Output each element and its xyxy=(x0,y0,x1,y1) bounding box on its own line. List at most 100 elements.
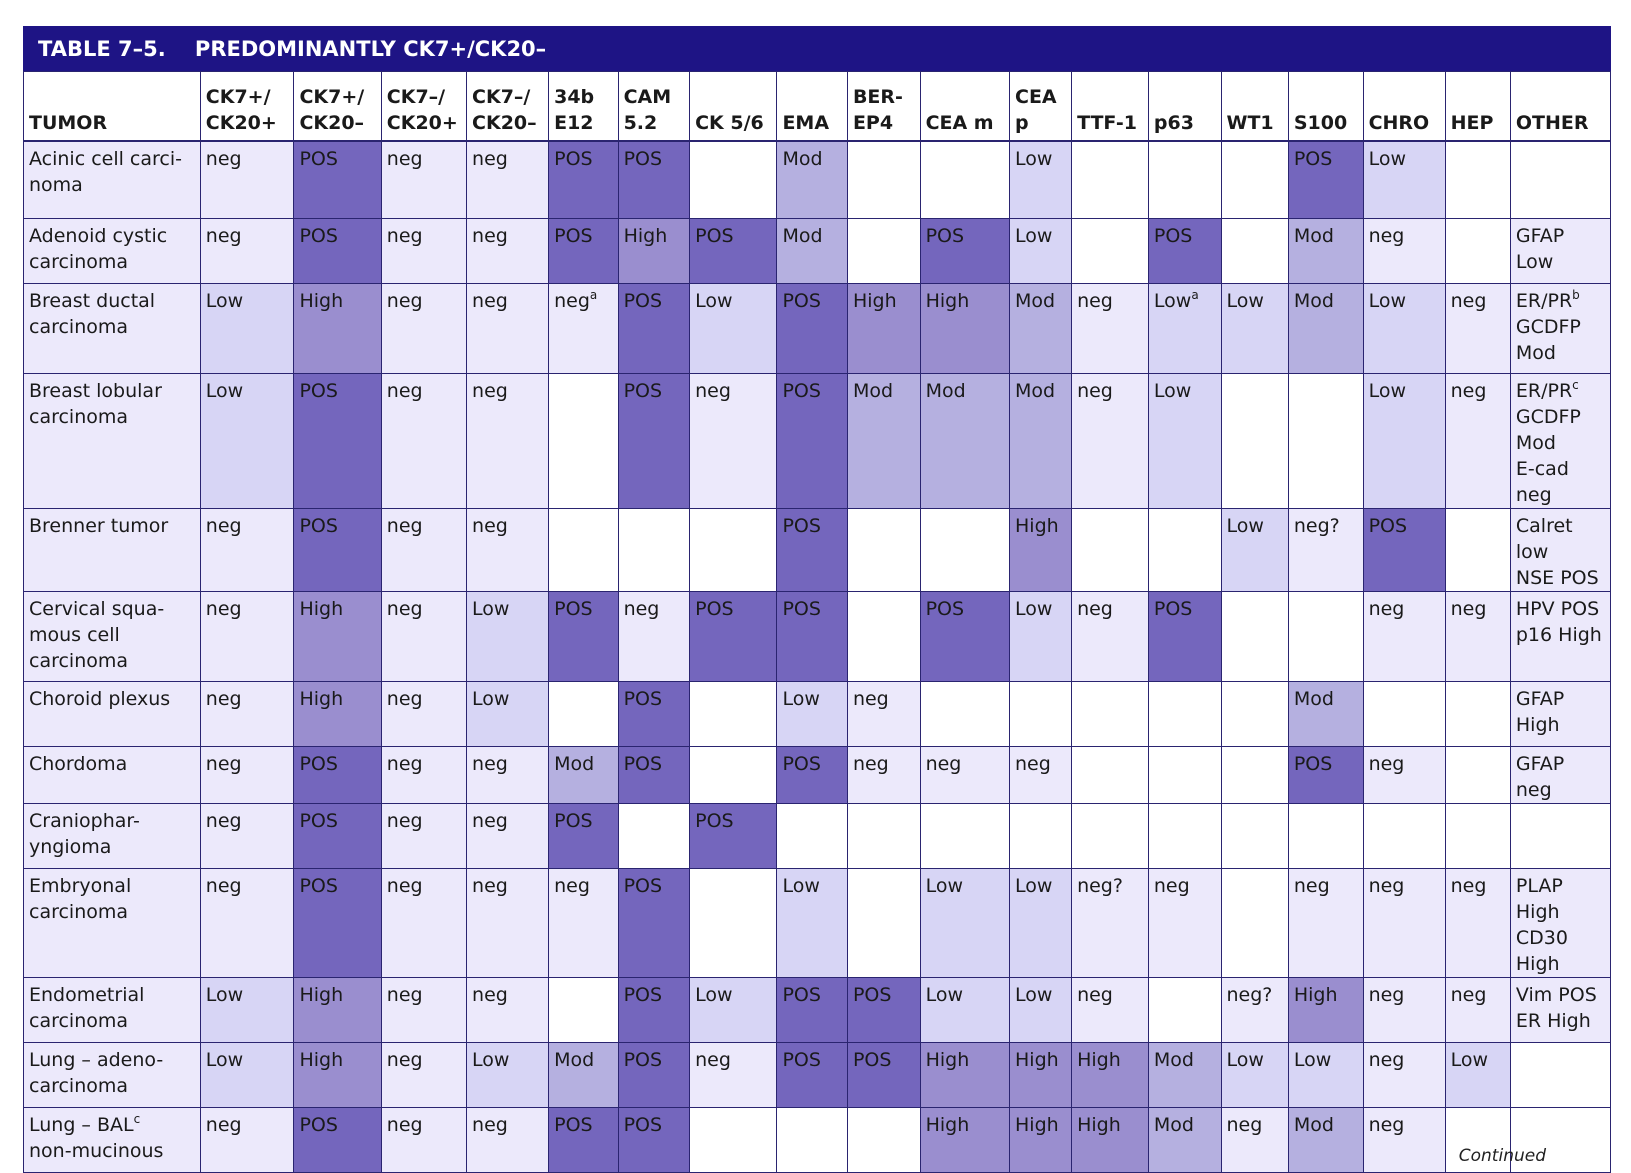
marker-cell xyxy=(846,1107,921,1173)
marker-cell: neg xyxy=(466,373,550,509)
marker-cell: Mod xyxy=(1287,283,1364,374)
marker-cell xyxy=(846,591,921,682)
marker-cell: POS xyxy=(776,508,848,592)
marker-cell: neg xyxy=(617,591,691,682)
marker-cell: neg xyxy=(466,218,550,284)
table-row: Chordoma neg POS neg neg Mod POS POS neg neg neg PO… xyxy=(23,746,1612,804)
tumor-name: Craniophar- yngioma xyxy=(23,803,201,869)
marker-cell: POS xyxy=(617,681,691,747)
marker-cell: neg xyxy=(846,746,921,804)
marker-cell xyxy=(1287,803,1364,869)
marker-cell: Low xyxy=(1362,283,1446,374)
marker-cell: neg xyxy=(1071,283,1149,374)
marker-cell: Mod xyxy=(1147,1107,1222,1173)
marker-cell: POS xyxy=(617,746,691,804)
marker-cell: neg xyxy=(199,746,295,804)
marker-cell: High xyxy=(919,1042,1011,1108)
marker-cell xyxy=(1220,803,1289,869)
tumor-name: Brenner tumor xyxy=(23,508,201,592)
marker-table: TUMOR CK7+/ CK20+ CK7+/ CK20– CK7–/ CK20+ CK… xyxy=(23,71,1612,1173)
tumor-name: Chordoma xyxy=(23,746,201,804)
marker-cell: POS xyxy=(1147,218,1222,284)
marker-cell: neg? xyxy=(1071,868,1149,978)
marker-cell: neg xyxy=(1362,868,1446,978)
marker-cell: POS xyxy=(919,218,1011,284)
marker-cell: POS xyxy=(617,1107,691,1173)
column-header: CK7+/ CK20+ xyxy=(199,71,295,142)
marker-cell: Lowa xyxy=(1147,283,1222,374)
marker-cell: POS xyxy=(617,283,691,374)
marker-cell: neg xyxy=(199,868,295,978)
table-row: Breast ductal carcinoma Low High neg neg nega… xyxy=(23,283,1612,374)
marker-cell: POS xyxy=(548,1107,619,1173)
marker-cell: POS xyxy=(293,140,382,219)
marker-cell: neg xyxy=(466,803,550,869)
marker-cell: neg xyxy=(1220,1107,1289,1173)
column-header: HEP xyxy=(1444,71,1511,142)
marker-cell xyxy=(689,681,778,747)
marker-cell xyxy=(548,681,619,747)
table-row: Cervical squa- mous cell carcinoma neg Hig… xyxy=(23,591,1612,682)
marker-cell xyxy=(1071,803,1149,869)
marker-cell: neg xyxy=(1362,746,1446,804)
marker-cell: POS xyxy=(919,591,1011,682)
column-header: CAM 5.2 xyxy=(617,71,691,142)
marker-cell: POS xyxy=(776,977,848,1043)
marker-cell xyxy=(1444,803,1511,869)
marker-cell: neg xyxy=(380,508,468,592)
column-header: EMA xyxy=(776,71,848,142)
marker-cell: POS xyxy=(776,373,848,509)
marker-cell: Mod xyxy=(1287,681,1364,747)
marker-cell xyxy=(1220,373,1289,509)
marker-cell: POS xyxy=(548,218,619,284)
marker-cell: POS xyxy=(617,140,691,219)
column-header: CK7–/ CK20+ xyxy=(380,71,468,142)
marker-cell: POS xyxy=(548,803,619,869)
marker-cell xyxy=(1444,218,1511,284)
column-header: BER- EP4 xyxy=(846,71,921,142)
marker-cell: POS xyxy=(293,803,382,869)
marker-cell: High xyxy=(293,283,382,374)
marker-cell: POS xyxy=(689,803,778,869)
marker-cell: Low xyxy=(1220,283,1289,374)
marker-cell: POS xyxy=(293,218,382,284)
marker-cell: Mod xyxy=(776,218,848,284)
column-header: CK7+/ CK20– xyxy=(293,71,382,142)
column-header: TUMOR xyxy=(23,71,201,142)
marker-cell: Low xyxy=(199,977,295,1043)
header-row: TUMOR CK7+/ CK20+ CK7+/ CK20– CK7–/ CK20+ CK… xyxy=(23,71,1612,142)
column-header: CK7–/ CK20– xyxy=(466,71,550,142)
table-title: TABLE 7–5. PREDOMINANTLY CK7+/CK20– xyxy=(23,26,1611,71)
marker-cell: neg xyxy=(380,868,468,978)
marker-cell xyxy=(1444,1107,1511,1173)
marker-cell xyxy=(689,746,778,804)
marker-cell: neg xyxy=(1362,977,1446,1043)
continued-note: Continued xyxy=(1458,1146,1546,1166)
marker-cell: neg xyxy=(1008,746,1073,804)
marker-cell: POS xyxy=(689,591,778,682)
marker-cell: neg xyxy=(380,1107,468,1173)
marker-cell: High xyxy=(293,977,382,1043)
marker-cell: neg xyxy=(689,373,778,509)
marker-cell: POS xyxy=(548,591,619,682)
tumor-name: Adenoid cystic carcinoma xyxy=(23,218,201,284)
marker-cell xyxy=(689,140,778,219)
marker-cell: Mod xyxy=(1287,218,1364,284)
marker-cell: neg xyxy=(1444,591,1511,682)
marker-cell: POS xyxy=(1287,140,1364,219)
marker-cell: neg xyxy=(466,1107,550,1173)
marker-cell: High xyxy=(919,1107,1011,1173)
marker-cell: neg xyxy=(1362,1107,1446,1173)
marker-cell: Mod xyxy=(846,373,921,509)
marker-cell: High xyxy=(1071,1042,1149,1108)
marker-cell: neg xyxy=(199,140,295,219)
marker-cell: nega xyxy=(548,283,619,374)
other-markers: Calret low NSE POS xyxy=(1509,508,1612,592)
marker-cell: Low xyxy=(1008,977,1073,1043)
marker-cell: Low xyxy=(919,977,1011,1043)
table-row: Endometrial carcinoma Low High neg neg POS Low… xyxy=(23,977,1612,1043)
marker-cell xyxy=(1071,218,1149,284)
other-markers xyxy=(1509,140,1612,219)
marker-cell xyxy=(1287,373,1364,509)
marker-cell: Mod xyxy=(548,1042,619,1108)
